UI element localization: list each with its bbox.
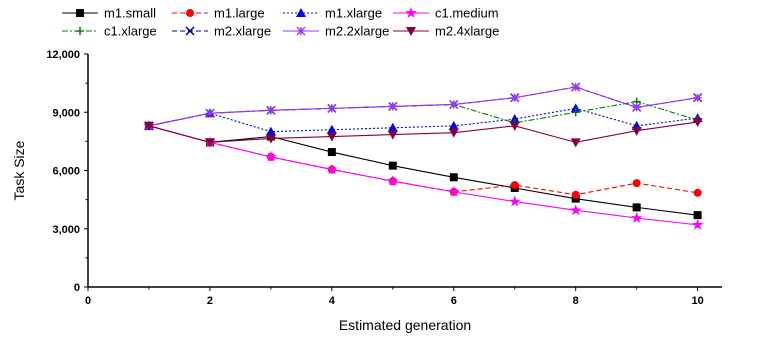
data-point — [448, 185, 460, 197]
data-point — [632, 179, 641, 188]
legend-marker — [186, 9, 194, 17]
data-point — [204, 138, 215, 148]
data-point — [691, 218, 704, 230]
data-point — [326, 163, 338, 175]
y-tick-label: 0 — [74, 282, 80, 294]
series-c1-medium — [143, 119, 704, 230]
legend-item: c1.medium — [393, 6, 499, 21]
y-tick-label: 12,000 — [46, 49, 80, 61]
x-tick-label: 0 — [85, 295, 91, 307]
data-point — [509, 121, 520, 131]
data-point — [266, 105, 276, 115]
legend-marker — [185, 26, 195, 36]
data-point — [387, 122, 398, 132]
y-axis-title: Task Size — [11, 140, 27, 200]
data-point — [388, 101, 398, 111]
series-line — [148, 86, 698, 127]
legend-marker — [76, 9, 84, 17]
data-point — [326, 132, 337, 142]
data-point — [387, 130, 398, 140]
data-point — [327, 148, 336, 157]
y-tick-label: 9,000 — [52, 107, 80, 119]
legend-marker — [76, 27, 84, 35]
data-point — [570, 103, 581, 113]
legend-label: m2.4xlarge — [435, 24, 499, 39]
data-point — [570, 138, 581, 148]
data-point — [143, 121, 154, 131]
x-tick-label: 6 — [451, 295, 457, 307]
legend-item: m2.2xlarge — [283, 24, 389, 39]
legend-label: c1.medium — [435, 6, 499, 21]
data-point — [326, 124, 337, 134]
series-m1-xlarge — [143, 103, 703, 136]
data-point — [632, 102, 642, 112]
data-point — [448, 128, 459, 138]
data-point — [448, 120, 459, 130]
legend-label: m2.2xlarge — [325, 24, 389, 39]
legend-item: m1.small — [62, 6, 156, 21]
data-point — [510, 181, 519, 190]
data-point — [571, 108, 580, 117]
data-point — [571, 190, 580, 199]
legend: m1.small m1.large m1.xlarge c1.medium c1.xla… — [62, 6, 499, 39]
data-point — [693, 211, 702, 220]
data-point — [265, 126, 276, 136]
data-point — [509, 195, 521, 207]
legend-marker — [296, 8, 306, 17]
data-point — [327, 103, 337, 113]
series-line — [148, 121, 698, 143]
data-point — [630, 212, 643, 223]
y-tick-label: 3,000 — [52, 224, 80, 236]
series-layer — [143, 82, 704, 230]
series-c1-xlarge — [144, 97, 702, 130]
legend-label: m1.small — [104, 6, 156, 21]
data-point — [265, 150, 277, 162]
axes-layer — [87, 54, 722, 288]
legend-marker — [296, 26, 306, 36]
data-point — [509, 114, 520, 124]
data-point — [449, 173, 458, 182]
legend-label: c1.xlarge — [104, 24, 157, 39]
data-point — [571, 82, 581, 92]
series-line — [148, 125, 698, 226]
y-tick-label: 6,000 — [52, 166, 80, 178]
series-line — [148, 125, 698, 196]
data-point — [388, 161, 397, 170]
legend-label: m1.large — [214, 6, 265, 21]
x-tick-label: 8 — [573, 295, 579, 307]
legend-label: m1.xlarge — [325, 6, 382, 21]
legend-item: c1.xlarge — [62, 24, 157, 39]
legend-item: m1.xlarge — [283, 6, 382, 21]
series-m2-xlarge — [144, 82, 703, 131]
data-point — [387, 175, 399, 187]
legend-marker — [405, 7, 417, 18]
data-point — [569, 204, 582, 216]
x-tick-label: 10 — [691, 295, 703, 307]
data-point — [265, 134, 276, 144]
series-m2-2xlarge — [144, 82, 703, 131]
data-point — [693, 93, 703, 103]
ticks-layer: 0 2 4 6 8 10 0 3,000 6,000 9,000 12,000 — [46, 49, 703, 307]
data-point — [205, 108, 215, 118]
x-axis-title: Estimated generation — [339, 317, 471, 333]
series-m2-4xlarge — [143, 117, 703, 148]
series-m1-small — [144, 121, 702, 220]
legend-item: m1.large — [172, 6, 265, 21]
data-point — [449, 100, 459, 109]
legend-marker — [406, 27, 416, 36]
data-point — [632, 203, 641, 212]
legend-item: m2.xlarge — [172, 24, 271, 39]
data-point — [510, 93, 520, 103]
legend-label: m2.xlarge — [214, 24, 271, 39]
data-point — [631, 126, 642, 136]
legend-item: m2.4xlarge — [393, 24, 499, 39]
x-tick-label: 2 — [207, 295, 213, 307]
series-line — [148, 125, 698, 216]
data-point — [692, 117, 703, 127]
x-tick-label: 4 — [329, 295, 336, 307]
data-point — [693, 188, 702, 197]
